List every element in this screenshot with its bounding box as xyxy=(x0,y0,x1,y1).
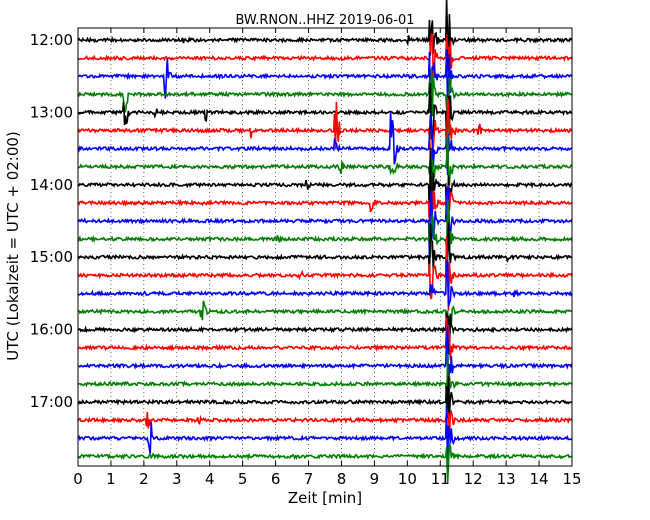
trace-1445 xyxy=(77,199,573,261)
y-tick-label: 13:00 xyxy=(30,103,73,121)
x-tick-label: 5 xyxy=(238,470,248,488)
trace-1730 xyxy=(77,405,573,474)
x-tick-label: 9 xyxy=(370,470,380,488)
y-tick-label: 15:00 xyxy=(30,248,73,266)
trace-1315 xyxy=(77,97,573,166)
x-tick-label: 2 xyxy=(139,470,149,488)
x-tick-label: 3 xyxy=(172,470,182,488)
x-tick-label: 15 xyxy=(562,470,581,488)
x-axis: 0 1 2 3 4 5 6 7 8 9 10 11 12 13 14 15 xyxy=(73,28,582,488)
x-tick-label: 14 xyxy=(530,470,549,488)
x-tick-label: 4 xyxy=(205,470,215,488)
x-tick-label: 6 xyxy=(271,470,281,488)
x-axis-label: Zeit [min] xyxy=(288,489,362,507)
trace-1300 xyxy=(77,82,573,140)
y-tick-label: 14:00 xyxy=(30,176,73,194)
x-tick-label: 0 xyxy=(73,470,83,488)
trace-1500 xyxy=(77,222,573,277)
x-tick-label: 8 xyxy=(337,470,347,488)
plot-frame xyxy=(77,27,573,467)
trace-1400 xyxy=(77,147,573,223)
trace-1700 xyxy=(77,375,573,418)
y-axis-label: UTC (Lokalzeit = UTC + 02:00) xyxy=(4,131,22,361)
trace-1430 xyxy=(77,186,573,259)
x-tick-label: 7 xyxy=(304,470,314,488)
trace-1745 xyxy=(77,443,573,484)
y-tick-label: 16:00 xyxy=(30,321,73,339)
trace-1230 xyxy=(77,49,573,114)
trace-1415 xyxy=(77,185,573,242)
traces xyxy=(77,0,573,484)
trace-1715 xyxy=(77,409,573,437)
x-tick-label: 13 xyxy=(497,470,516,488)
trace-1345 xyxy=(77,127,573,203)
x-tick-label: 12 xyxy=(464,470,483,488)
trace-1215 xyxy=(77,33,573,80)
trace-1515 xyxy=(77,235,573,311)
trace-1630 xyxy=(77,326,573,405)
trace-1330 xyxy=(77,110,573,176)
trace-1200 xyxy=(78,0,573,72)
trace-1545 xyxy=(77,300,573,341)
x-tick-label: 1 xyxy=(106,470,116,488)
x-tick-label: 10 xyxy=(398,470,417,488)
chart-title: BW.RNON..HHZ 2019-06-01 xyxy=(235,13,414,28)
trace-1530 xyxy=(77,259,573,307)
y-tick-label: 17:00 xyxy=(30,393,73,411)
trace-1615 xyxy=(77,317,573,361)
y-axis: 12:00 13:00 14:00 15:00 16:00 17:00 xyxy=(30,31,572,411)
trace-1645 xyxy=(77,353,573,418)
x-tick-label: 11 xyxy=(431,470,450,488)
trace-1600 xyxy=(77,312,573,355)
y-tick-label: 12:00 xyxy=(30,31,73,49)
trace-1245 xyxy=(77,68,573,132)
